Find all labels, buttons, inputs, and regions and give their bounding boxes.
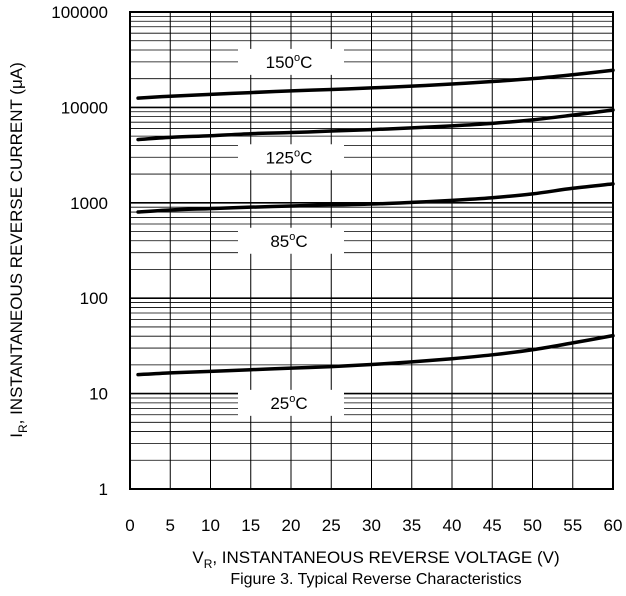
y-axis-label-rest: , INSTANTANEOUS REVERSE CURRENT (μA) (7, 62, 26, 424)
x-tick-label: 55 (563, 516, 582, 535)
series-label-85c: 85oC (270, 231, 307, 251)
series-line-125c (136, 108, 615, 142)
series-label-150c: 150oC (266, 52, 313, 72)
x-tick-labels: 0 5 10 15 20 25 30 35 40 45 50 55 60 (125, 516, 622, 535)
series-label-bg (238, 48, 344, 75)
series-line-85c (136, 182, 615, 214)
major-gridlines (129, 11, 614, 490)
series-label-25c: 25oC (270, 393, 307, 413)
y-tick-label: 100 (80, 289, 108, 308)
plot-frame (129, 11, 614, 490)
figure-caption: Figure 3. Typical Reverse Characteristic… (230, 571, 521, 588)
series-line-150c (136, 68, 615, 100)
y-tick-label: 1 (99, 480, 108, 499)
y-tick-label: 10000 (61, 98, 108, 117)
x-tick-label: 60 (604, 516, 623, 535)
x-tick-label: 50 (523, 516, 542, 535)
x-axis-label-rest: , INSTANTANEOUS REVERSE VOLTAGE (V) (212, 548, 559, 567)
series-label-125c: 125oC (266, 147, 313, 167)
series-line-25c (136, 333, 615, 377)
y-axis-label-main: I (7, 433, 26, 438)
x-tick-label: 45 (483, 516, 502, 535)
x-axis-label-main: V (192, 548, 204, 567)
x-axis-label-sub: R (204, 557, 213, 571)
y-tick-label: 1000 (70, 194, 108, 213)
y-tick-labels: 1 10 100 1000 10000 100000 (51, 3, 108, 499)
x-tick-label: 35 (402, 516, 421, 535)
x-tick-label: 20 (282, 516, 301, 535)
series-labels: 150oC 125oC 85oC 25oC (238, 48, 344, 416)
y-tick-label: 10 (89, 385, 108, 404)
y-axis-label-sub: R (16, 424, 30, 433)
series-lines (136, 68, 615, 377)
x-tick-label: 10 (201, 516, 220, 535)
series-label-bg (238, 144, 344, 171)
x-axis-label: VR, INSTANTANEOUS REVERSE VOLTAGE (V) (192, 548, 559, 571)
x-tick-label: 0 (125, 516, 134, 535)
y-tick-label: 100000 (51, 3, 108, 22)
x-tick-label: 30 (362, 516, 381, 535)
series-label-bg (238, 389, 344, 416)
x-tick-label: 5 (166, 516, 175, 535)
x-tick-label: 15 (241, 516, 260, 535)
x-tick-label: 25 (322, 516, 341, 535)
y-axis-label: IR, INSTANTANEOUS REVERSE CURRENT (μA) (7, 62, 30, 438)
series-label-bg (238, 227, 344, 254)
x-tick-label: 40 (443, 516, 462, 535)
